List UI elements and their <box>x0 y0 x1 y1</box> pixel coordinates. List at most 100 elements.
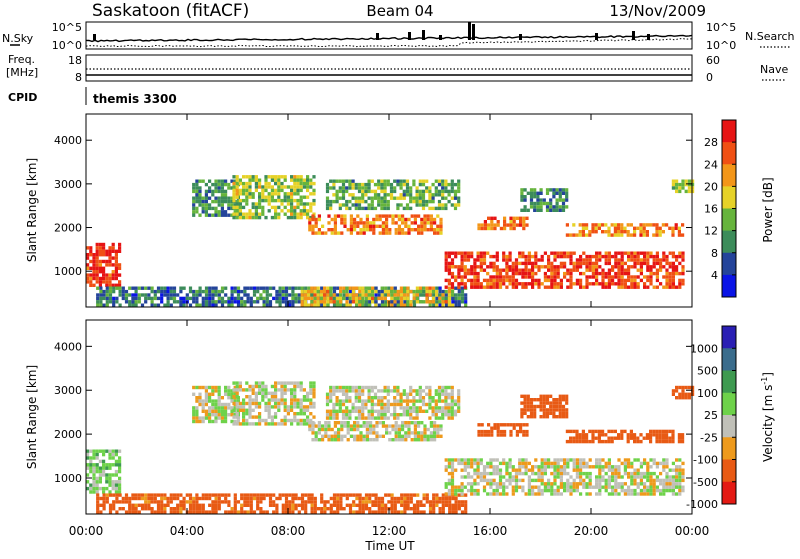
power-echo-cell <box>555 188 559 192</box>
power-echo-cell <box>607 271 611 276</box>
power-echo-cell <box>92 263 96 267</box>
power-echo-cell <box>441 303 445 307</box>
velocity-echo-cell <box>675 385 679 390</box>
velocity-echo-cell <box>277 401 281 406</box>
power-echo-cell <box>358 289 362 294</box>
power-echo-cell <box>409 189 413 194</box>
power-echo-cell <box>238 178 242 182</box>
power-echo-cell <box>545 201 550 206</box>
velocity-echo-cell <box>479 478 483 483</box>
power-echo-cell <box>565 191 569 195</box>
power-echo-cell <box>572 268 576 272</box>
power-echo-cell <box>524 258 528 262</box>
velocity-echo-cell <box>620 475 624 479</box>
velocity-echo-cell <box>464 500 468 504</box>
velocity-echo-cell <box>483 433 487 437</box>
power-echo-cell <box>444 285 448 289</box>
velocity-echo-cell <box>290 398 294 402</box>
power-echo-cell <box>380 196 384 200</box>
power-echo-cell <box>447 261 451 266</box>
power-echo-cell <box>441 289 445 294</box>
velocity-echo-cell <box>665 429 669 434</box>
velocity-echo-cell <box>188 493 193 497</box>
velocity-echo-cell <box>394 424 398 428</box>
power-echo-cell <box>386 206 390 211</box>
velocity-echo-cell <box>102 449 106 453</box>
power-echo-cell <box>329 289 333 294</box>
power-echo-cell <box>403 293 407 297</box>
velocity-echo-cell <box>188 507 193 511</box>
power-echo-cell <box>261 192 265 196</box>
velocity-echo-cell <box>280 388 284 392</box>
power-echo-cell <box>588 282 592 286</box>
power-echo-cell <box>534 261 538 266</box>
velocity-echo-cell <box>227 503 231 507</box>
power-echo-cell <box>498 268 503 272</box>
velocity-echo-cell <box>112 507 116 511</box>
velocity-echo-cell <box>204 385 208 390</box>
power-echo-cell <box>451 303 455 307</box>
velocity-echo-cell <box>604 439 608 444</box>
velocity-echo-cell <box>519 429 523 434</box>
velocity-echo-cell <box>652 478 656 483</box>
velocity-echo-cell <box>457 500 461 504</box>
power-echo-cell <box>401 221 405 225</box>
power-echo-cell <box>460 265 464 269</box>
velocity-echo-cell <box>220 396 224 400</box>
velocity-echo-cell <box>105 463 109 467</box>
power-echo-cell <box>470 265 474 269</box>
power-echo-cell <box>490 226 494 231</box>
power-echo-cell <box>290 202 294 206</box>
velocity-echo-cell <box>95 466 99 470</box>
velocity-echo-cell <box>543 468 547 472</box>
velocity-y-tick-label: 2000 <box>54 428 82 441</box>
velocity-echo-cell <box>111 463 115 467</box>
velocity-echo-cell <box>658 429 662 434</box>
power-echo-cell <box>387 289 391 294</box>
power-echo-cell <box>147 293 151 297</box>
velocity-echo-cell <box>675 458 679 462</box>
velocity-echo-cell <box>575 433 579 437</box>
velocity-echo-cell <box>339 496 343 501</box>
power-echo-cell <box>378 224 382 228</box>
velocity-echo-cell <box>364 385 368 390</box>
velocity-echo-cell <box>675 475 679 479</box>
velocity-echo-cell <box>643 458 647 462</box>
power-echo-cell <box>150 286 154 290</box>
velocity-echo-cell <box>111 452 115 457</box>
velocity-echo-cell <box>351 409 355 413</box>
power-echo-cell <box>313 303 317 307</box>
velocity-echo-cell <box>607 482 611 486</box>
velocity-echo-cell <box>413 434 417 438</box>
power-echo-cell <box>604 261 608 266</box>
velocity-echo-cell <box>447 488 451 493</box>
power-echo-cell <box>92 256 96 260</box>
power-echo-cell <box>254 212 258 216</box>
power-echo-cell <box>232 175 236 179</box>
power-echo-cell <box>204 196 208 200</box>
power-echo-cell <box>302 185 306 189</box>
velocity-echo-cell <box>393 496 397 501</box>
power-echo-cell <box>277 181 281 186</box>
power-echo-cell <box>463 254 467 259</box>
velocity-echo-cell <box>431 413 435 417</box>
velocity-echo-cell <box>356 434 360 438</box>
power-echo-cell <box>108 289 113 294</box>
power-echo-cell <box>303 289 307 294</box>
power-echo-cell <box>397 231 401 235</box>
velocity-echo-cell <box>365 427 369 432</box>
velocity-echo-cell <box>86 456 90 460</box>
power-echo-cell <box>559 282 563 286</box>
power-echo-cell <box>601 275 605 279</box>
velocity-echo-cell <box>371 503 375 507</box>
power-echo-cell <box>356 231 360 235</box>
power-echo-cell <box>383 179 387 183</box>
velocity-echo-cell <box>284 510 289 514</box>
power-echo-cell <box>415 296 419 301</box>
power-echo-cell <box>486 285 490 289</box>
beam-title: Beam 04 <box>366 2 433 20</box>
velocity-echo-cell <box>317 427 321 432</box>
power-echo-cell <box>537 285 541 289</box>
velocity-echo-cell <box>572 482 576 486</box>
